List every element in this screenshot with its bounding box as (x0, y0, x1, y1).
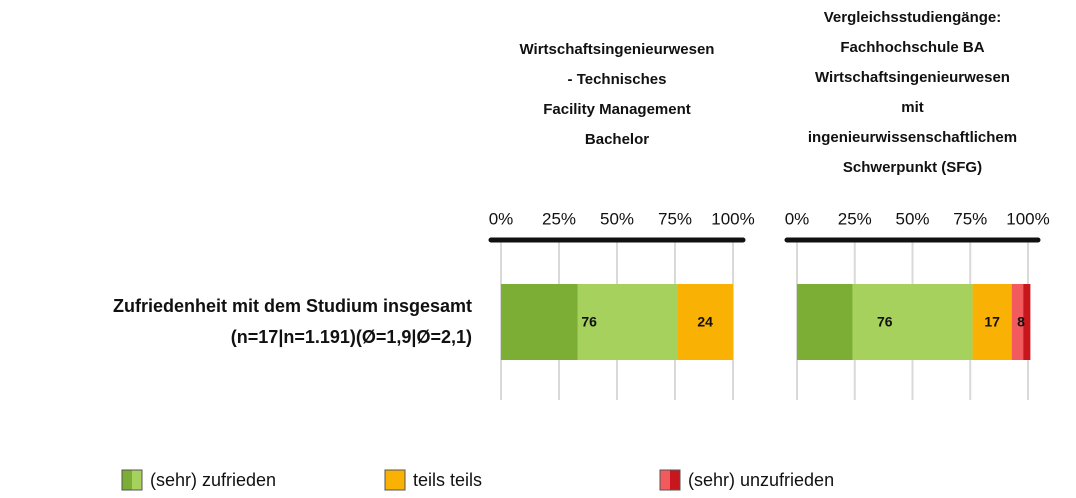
x-tick-label: 50% (600, 209, 634, 228)
x-tick-label: 50% (895, 209, 929, 228)
legend-swatch (660, 470, 670, 490)
panel-title: - Technisches (568, 71, 667, 88)
x-tick-label: 100% (1006, 209, 1049, 228)
legend-label: (sehr) zufrieden (150, 470, 276, 490)
legend-swatch-border (121, 469, 143, 491)
x-tick-label: 25% (542, 209, 576, 228)
legend-swatch (385, 470, 405, 490)
bar-part (577, 284, 678, 360)
segment-label: 76 (581, 314, 597, 330)
bar-part (501, 284, 578, 360)
panel-title: Wirtschaftsingenieurwesen (815, 69, 1010, 86)
panel-title: ingenieurwissenschaftlichem (808, 129, 1017, 146)
segment-label: 24 (697, 314, 713, 330)
category-detail: (n=17|n=1.191)(Ø=1,9|Ø=2,1) (231, 327, 472, 347)
bar-segment (972, 284, 1012, 360)
panel-title: Wirtschaftsingenieurwesen (520, 41, 715, 58)
legend-swatch (122, 470, 132, 490)
panel-title: mit (901, 99, 924, 116)
legend-label: (sehr) unzufrieden (688, 470, 834, 490)
legend-swatch-border (384, 469, 406, 491)
panel-title: Vergleichsstudiengänge: (824, 9, 1002, 26)
x-tick-label: 25% (838, 209, 872, 228)
bar-part (1023, 284, 1031, 360)
panel-title: Schwerpunkt (SFG) (843, 159, 982, 176)
panel-title: Facility Management (543, 101, 691, 118)
x-tick-label: 0% (785, 209, 810, 228)
x-tick-label: 75% (953, 209, 987, 228)
category-label: Zufriedenheit mit dem Studium insgesamt (113, 296, 472, 316)
bar-part (852, 284, 973, 360)
segment-label: 76 (877, 314, 893, 330)
x-tick-label: 75% (658, 209, 692, 228)
legend-swatch (132, 470, 142, 490)
bar-segment (677, 284, 733, 360)
legend-label: teils teils (413, 470, 482, 490)
segment-label: 17 (984, 314, 1000, 330)
legend-swatch-border (659, 469, 681, 491)
x-tick-label: 0% (489, 209, 514, 228)
panel-title: Fachhochschule BA (840, 39, 984, 56)
legend-swatch (670, 470, 680, 490)
segment-label: 8 (1017, 314, 1025, 330)
x-tick-label: 100% (711, 209, 754, 228)
panel-title: Bachelor (585, 131, 649, 148)
bar-part (797, 284, 853, 360)
bar-part (1011, 284, 1024, 360)
